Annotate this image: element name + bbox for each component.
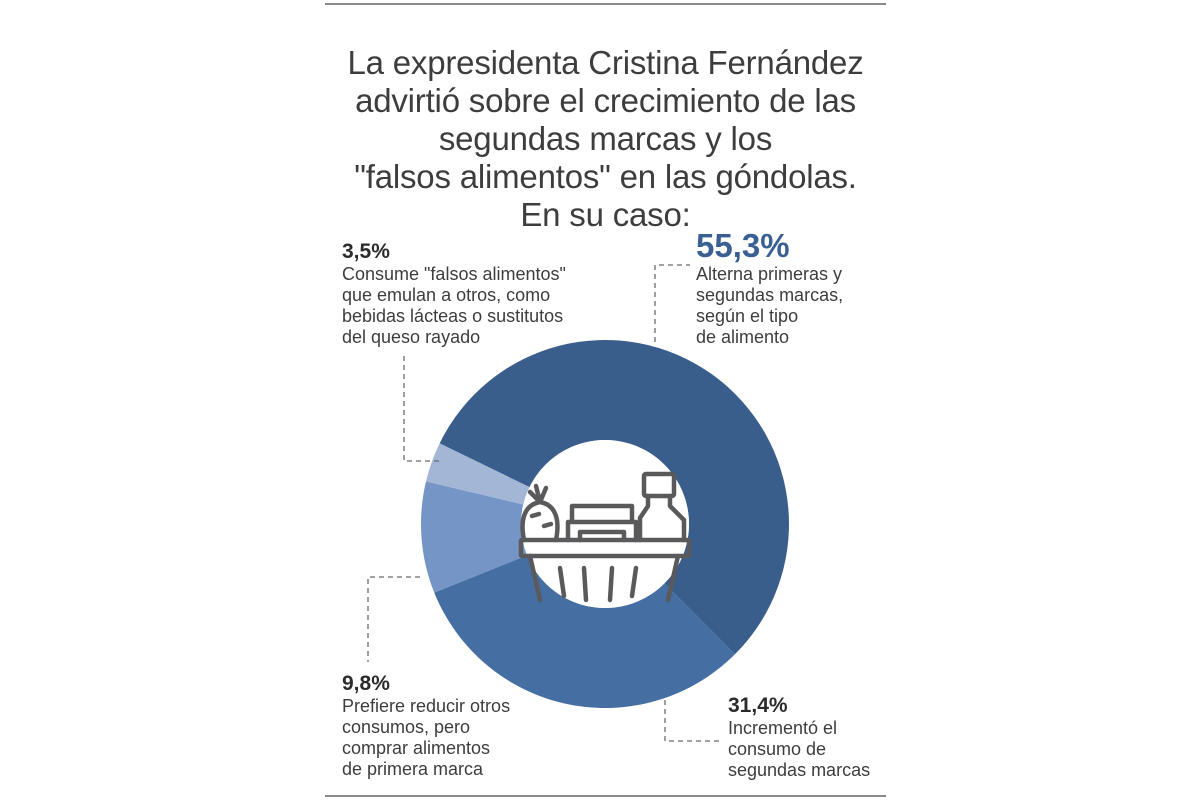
desc-line: segundas marcas xyxy=(728,760,871,780)
desc-line: consumo de xyxy=(728,739,827,759)
label-incremento: 31,4% Incrementó el consumo de segundas … xyxy=(728,694,870,781)
leader-line-falsos xyxy=(403,356,440,462)
segment-incremento xyxy=(434,555,735,709)
desc-line: del queso rayado xyxy=(342,327,481,347)
chart-title: La expresidenta Cristina Fernández advir… xyxy=(325,44,886,234)
segment-alterna xyxy=(439,340,789,655)
label-description: Incrementó el consumo de segundas marcas xyxy=(728,718,870,781)
segment-prefiere xyxy=(421,481,528,593)
desc-line: consumos, pero xyxy=(342,717,471,737)
label-description: Consume "falsos alimentos" que emulan a … xyxy=(342,264,566,348)
label-falsos: 3,5% Consume "falsos alimentos" que emul… xyxy=(342,240,566,348)
segment-falsos xyxy=(426,443,530,505)
title-line: La expresidenta Cristina Fernández xyxy=(347,44,864,82)
label-description: Alterna primeras y segundas marcas, segú… xyxy=(696,264,843,348)
bottom-rule xyxy=(325,795,886,797)
label-description: Prefiere reducir otros consumos, pero co… xyxy=(342,696,510,780)
pct-value: 55,3% xyxy=(696,227,790,264)
label-prefiere: 9,8% Prefiere reducir otros consumos, pe… xyxy=(342,672,510,780)
donut-segments xyxy=(421,340,789,709)
desc-line: según el tipo xyxy=(696,306,799,326)
leader-lines xyxy=(367,264,722,742)
leader-line-incremento xyxy=(664,700,722,742)
desc-line: Incrementó el xyxy=(728,718,838,738)
leader-line-prefiere xyxy=(367,576,420,662)
desc-line: de alimento xyxy=(696,327,790,347)
title-line: segundas marcas y los xyxy=(438,120,773,158)
desc-line: Prefiere reducir otros xyxy=(342,696,511,716)
pct-value: 9,8% xyxy=(342,672,390,695)
title-line: "falsos alimentos" en las góndolas. xyxy=(354,158,857,196)
pct-value: 31,4% xyxy=(728,694,788,717)
desc-line: Alterna primeras y xyxy=(696,264,843,284)
title-line: En su caso: xyxy=(520,196,691,234)
label-alterna: 55,3% Alterna primeras y segundas marcas… xyxy=(696,228,843,348)
desc-line: de primera marca xyxy=(342,759,484,779)
top-rule xyxy=(325,3,886,5)
desc-line: segundas marcas, xyxy=(696,285,844,305)
leader-line-alterna xyxy=(654,264,690,342)
desc-line: que emulan a otros, como xyxy=(342,285,551,305)
pct-value: 3,5% xyxy=(342,240,390,263)
grocery-basket-icon xyxy=(518,471,692,603)
desc-line: Consume "falsos alimentos" xyxy=(342,264,566,284)
desc-line: bebidas lácteas o sustitutos xyxy=(342,306,564,326)
title-line: advirtió sobre el crecimiento de las xyxy=(355,82,856,120)
desc-line: comprar alimentos xyxy=(342,738,491,758)
